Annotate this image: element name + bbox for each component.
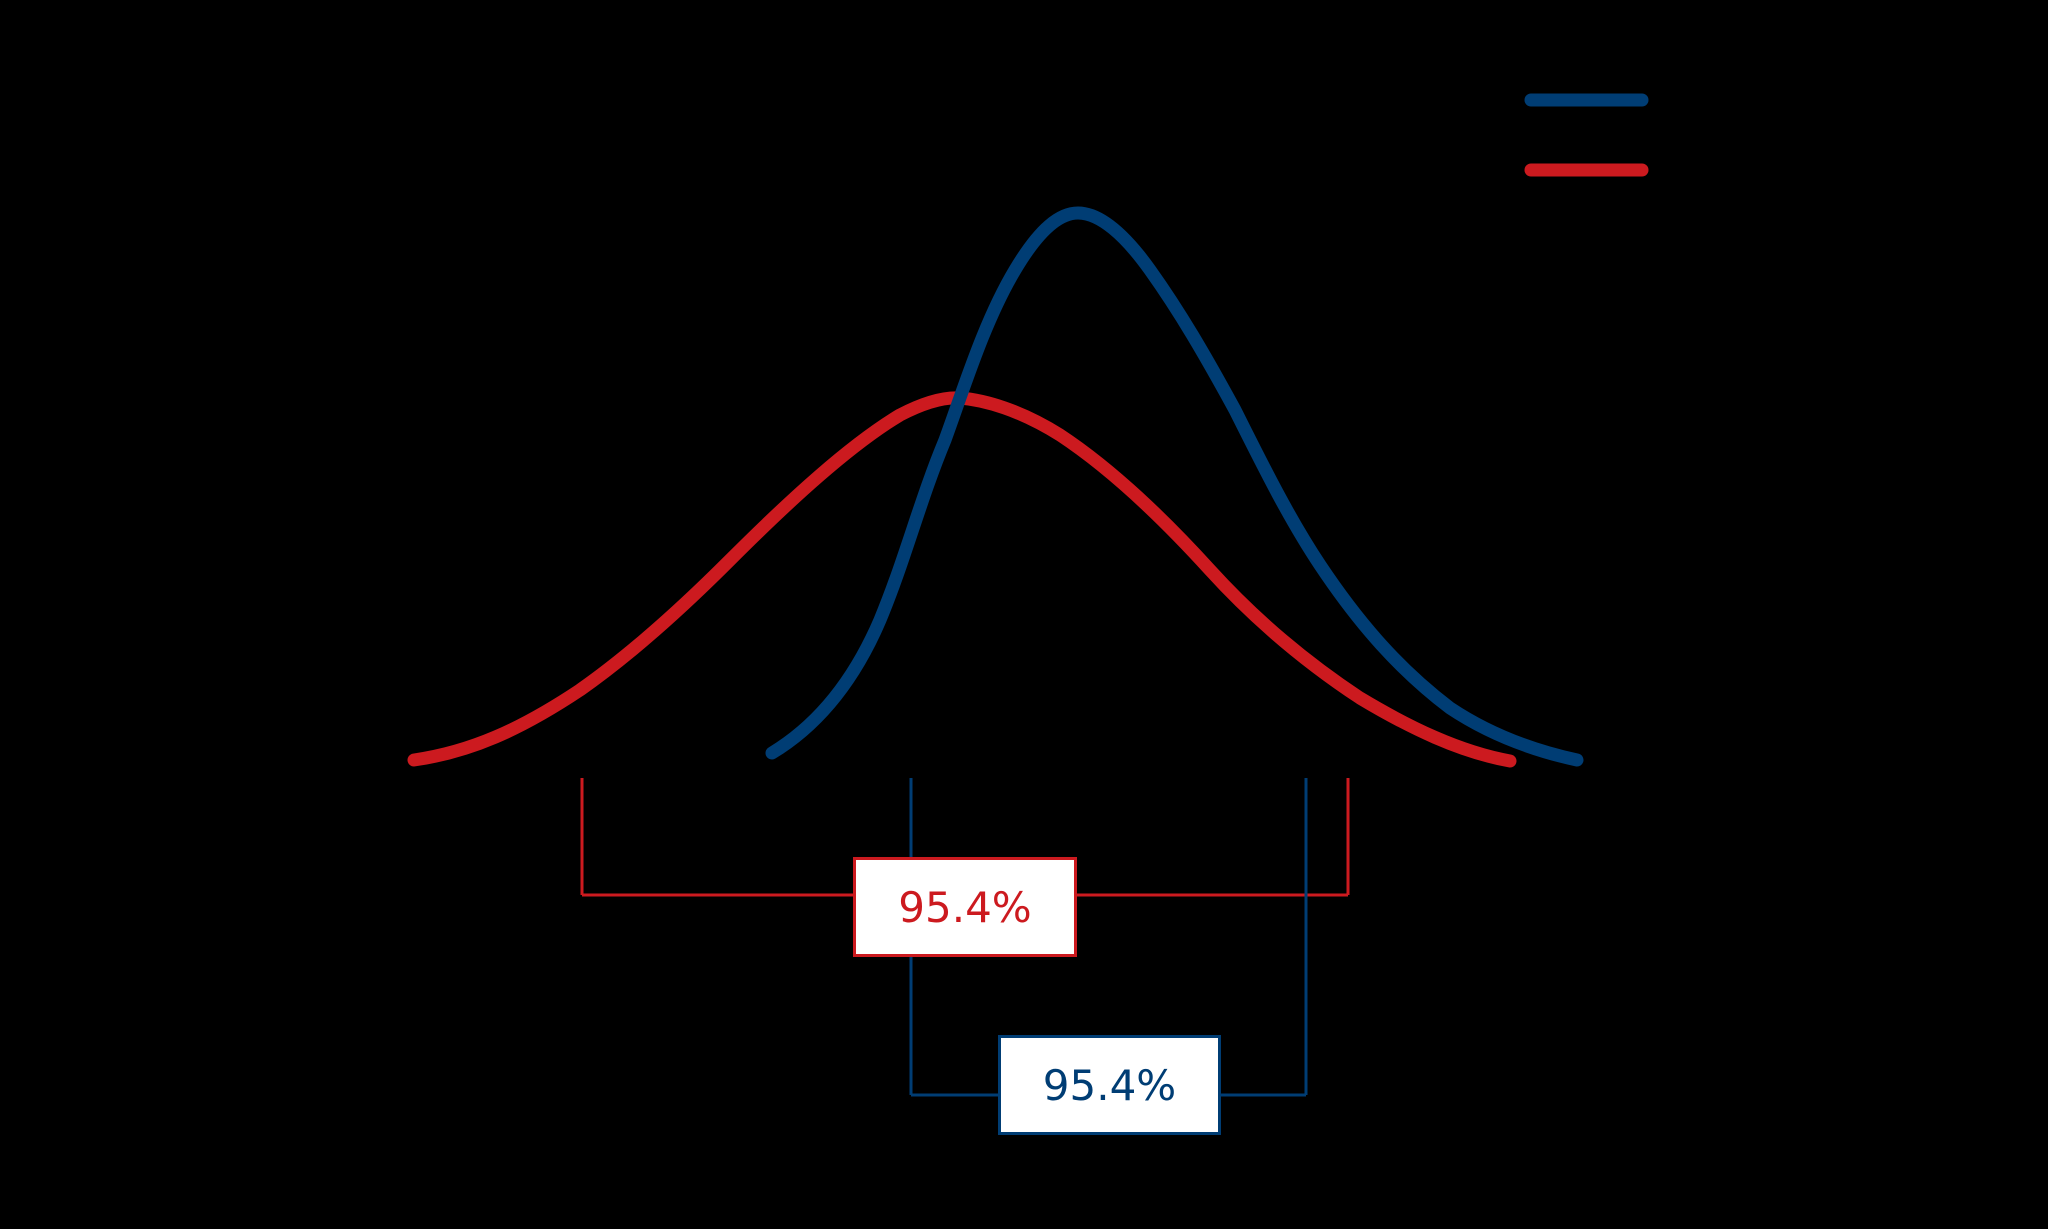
red-interval-label-box: 95.4% [853,857,1077,957]
legend [1524,93,1649,177]
blue-distribution-curve [765,206,1584,767]
red-interval-percentage: 95.4% [898,882,1032,932]
red-distribution-curve [407,391,1517,768]
blue-interval-label-box: 95.4% [998,1035,1221,1135]
blue-interval-percentage: 95.4% [1042,1060,1177,1110]
